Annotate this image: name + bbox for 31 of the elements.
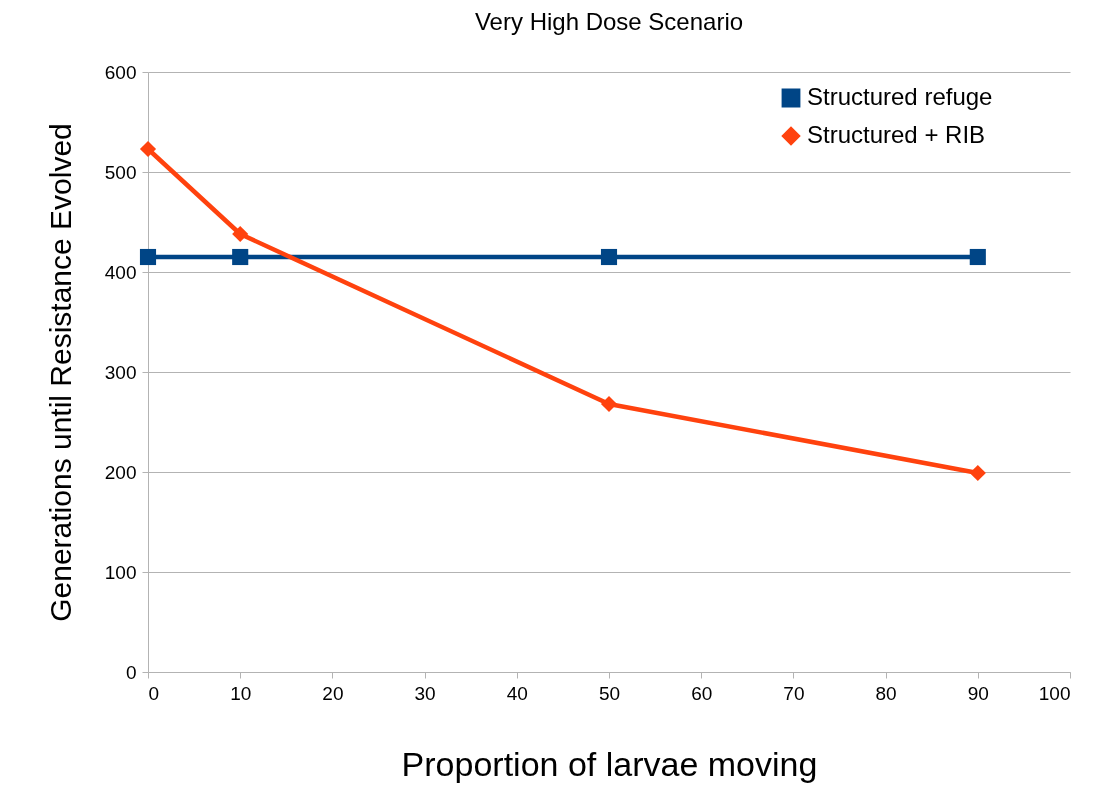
x-tick-label: 60 bbox=[691, 682, 713, 704]
x-tick-label: 100 bbox=[1038, 682, 1071, 704]
y-tick-label: 400 bbox=[104, 261, 137, 283]
legend-label: Structured refuge bbox=[807, 83, 993, 110]
y-axis-title: Generations until Resistance Evolved bbox=[43, 123, 77, 622]
y-tick-label: 0 bbox=[125, 661, 137, 683]
x-tick-label: 0 bbox=[148, 682, 160, 704]
x-tick-label: 90 bbox=[967, 682, 989, 704]
point bbox=[139, 140, 157, 158]
x-tick-label: 40 bbox=[506, 682, 528, 704]
x-tick-label: 50 bbox=[598, 682, 621, 704]
legend-label: Structured + RIB bbox=[807, 121, 986, 148]
y-tick-label: 100 bbox=[104, 561, 137, 583]
point bbox=[232, 225, 249, 243]
chart-title: Very High Dose Scenario bbox=[474, 8, 744, 35]
x-tick-label: 70 bbox=[783, 682, 805, 704]
y-tick-label: 300 bbox=[104, 361, 137, 383]
point bbox=[600, 395, 618, 413]
y-tick-label: 500 bbox=[104, 161, 137, 183]
x-tick-label: 30 bbox=[414, 682, 436, 704]
point bbox=[969, 464, 986, 482]
x-tick-label: 20 bbox=[322, 682, 344, 704]
point bbox=[969, 248, 986, 266]
x-axis-title: Proportion of larvae moving bbox=[401, 744, 818, 783]
point bbox=[600, 248, 618, 266]
y-tick-label: 600 bbox=[104, 61, 137, 83]
point bbox=[139, 248, 157, 266]
x-tick-label: 80 bbox=[875, 682, 897, 704]
point bbox=[232, 248, 249, 266]
y-tick-label: 200 bbox=[104, 461, 137, 483]
x-tick-label: 10 bbox=[230, 682, 252, 704]
